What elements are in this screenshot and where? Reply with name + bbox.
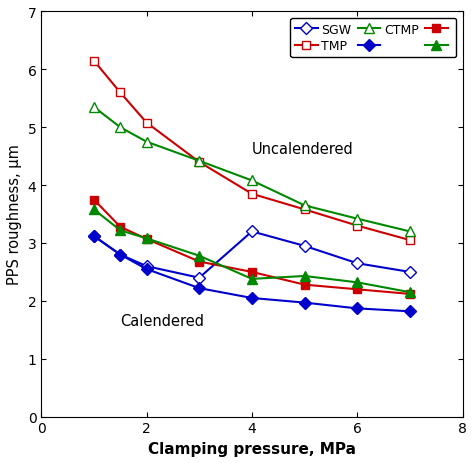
Y-axis label: PPS roughness, μm: PPS roughness, μm: [7, 144, 22, 285]
X-axis label: Clamping pressure, MPa: Clamping pressure, MPa: [148, 441, 356, 456]
Text: Uncalendered: Uncalendered: [252, 142, 354, 157]
Legend: SGW, TMP, CTMP, , , : SGW, TMP, CTMP, , ,: [290, 19, 456, 58]
Text: Calendered: Calendered: [120, 313, 204, 328]
